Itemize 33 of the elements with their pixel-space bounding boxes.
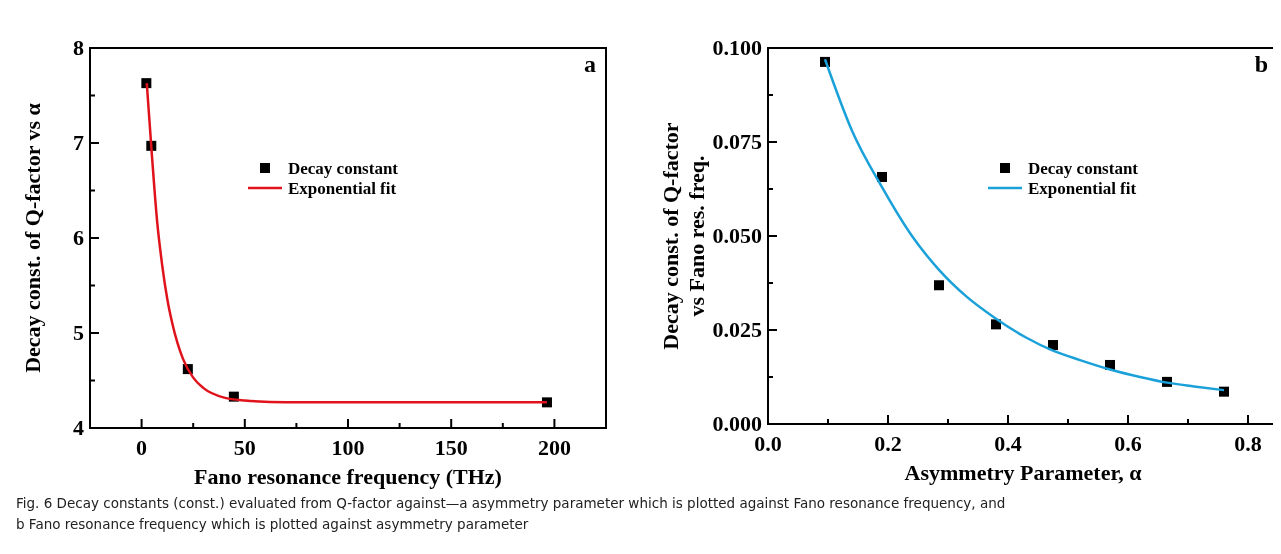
x-tick-label: 0.8: [1234, 431, 1262, 456]
x-tick-label: 0.6: [1114, 431, 1142, 456]
x-tick-label: 150: [434, 435, 468, 460]
legend-label: Decay constant: [1028, 159, 1139, 178]
point: [141, 78, 152, 89]
x-tick-label: 200: [537, 435, 571, 460]
point: [934, 280, 944, 291]
y-tick-label: 0.025: [712, 317, 762, 342]
y-tick-label: 0.050: [712, 223, 762, 248]
caption: Fig. 6 Decay constants (const.) evaluated from Q-factor against—a asymmetry parameter which is plotted against Fano resonance frequency, and b Fano resonance frequency which is plotted against asymmetry parameter: [16, 495, 1006, 532]
legend-label: Exponential fit: [288, 179, 397, 198]
x-tick-label: 0.2: [874, 431, 902, 456]
annotation: a: [584, 51, 596, 77]
x-tick-label: 0.4: [994, 431, 1022, 456]
x-axis-title: Fano resonance frequency (THz): [194, 464, 502, 489]
legend-label: Decay constant: [288, 159, 399, 178]
y-tick-label: 8: [73, 35, 84, 60]
x-tick-label: 0: [136, 435, 148, 460]
y-tick-label: 7: [73, 130, 84, 155]
annotation: b: [1254, 51, 1268, 77]
x-axis-title: Asymmetry Parameter, α: [904, 460, 1143, 485]
y-axis-title: Decay const. of Q-factor vs Fano res. freq.: [658, 122, 709, 350]
y-tick-label: 0.100: [712, 35, 762, 60]
point: [1048, 340, 1058, 351]
x-tick-label: 100: [331, 435, 365, 460]
y-tick-label: 6: [73, 225, 84, 250]
legend-label: Exponential fit: [1028, 179, 1137, 198]
y-tick-label: 5: [73, 320, 84, 345]
y-tick-label: 4: [73, 415, 84, 440]
y-tick-label: 0.075: [712, 129, 762, 154]
point: [877, 171, 887, 182]
x-tick-label: 50: [233, 435, 256, 460]
y-axis-title: Decay const. of Q-factor vs α: [20, 102, 45, 373]
